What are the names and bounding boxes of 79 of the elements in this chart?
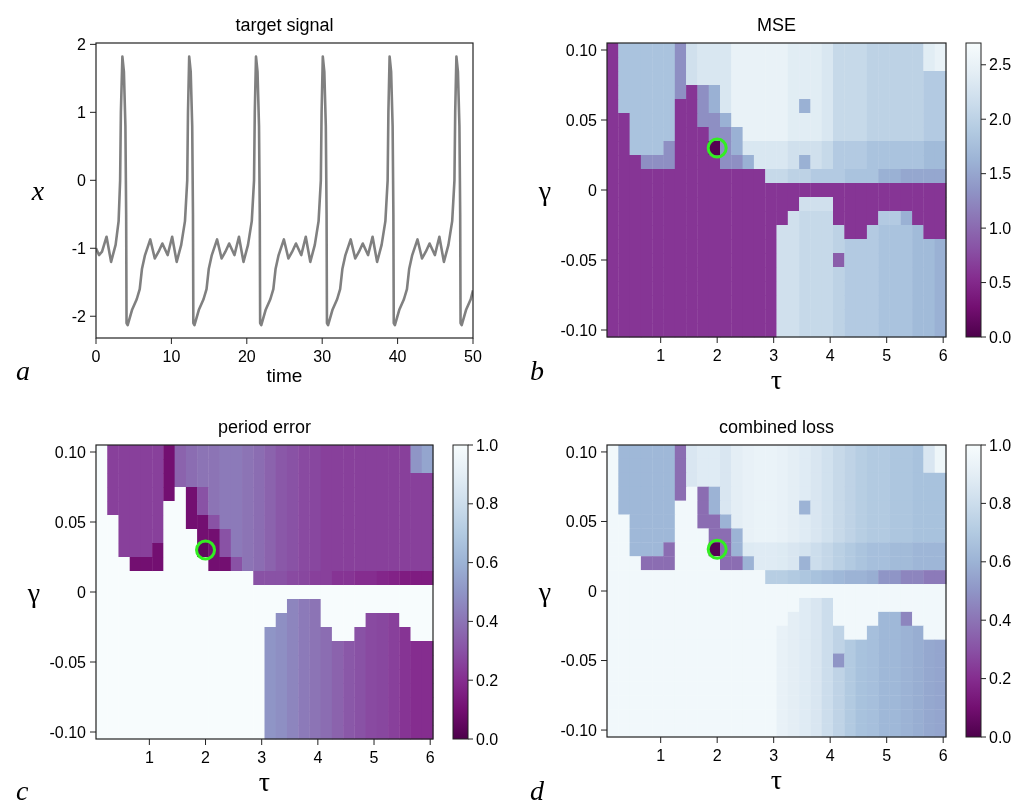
y-tick-label: -1 <box>71 239 87 257</box>
x-tick-label: 3 <box>769 347 779 364</box>
x-tick-label: 5 <box>369 749 379 766</box>
x-tick-label: 6 <box>938 347 948 364</box>
y-tick-label: 0 <box>77 171 87 189</box>
x-tick-label: 5 <box>882 347 892 364</box>
x-tick-label: 40 <box>388 348 407 365</box>
color-bar-label: 0.6 <box>989 553 1012 571</box>
y-tick-label: 0.05 <box>565 513 598 531</box>
x-tick-label: 5 <box>882 747 892 764</box>
y-tick-label: 0.10 <box>54 443 87 461</box>
x-tick-label: 4 <box>825 747 835 764</box>
x-axis-title: τ <box>770 764 783 795</box>
text: d <box>530 775 545 806</box>
y-tick-label: -0.10 <box>560 721 598 739</box>
x-tick-label: 2 <box>712 347 722 364</box>
x-tick-label: 4 <box>825 347 835 364</box>
x-tick-label: 6 <box>425 749 435 766</box>
x-tick-label: 2 <box>712 747 722 764</box>
x-tick-label: 4 <box>313 749 323 766</box>
chart-title: period error <box>217 417 312 437</box>
y-tick-label: 0.05 <box>54 513 87 531</box>
color-bar-label: 1.0 <box>989 219 1012 237</box>
color-bar-label: 0.2 <box>989 670 1012 688</box>
y-axis-title: x <box>30 175 45 207</box>
y-tick-label: -0.05 <box>560 251 598 269</box>
x-tick-label: 6 <box>938 747 948 764</box>
x-tick-label: 1 <box>656 747 666 764</box>
x-tick-label: 3 <box>769 747 779 764</box>
color-bar-label: 1.0 <box>989 436 1012 454</box>
y-tick-label: 1 <box>77 103 87 121</box>
y-axis-title: γ <box>537 174 552 206</box>
y-tick-label: -0.10 <box>49 723 87 741</box>
x-tick-label: 20 <box>237 348 256 365</box>
y-tick-label: 0.05 <box>565 111 598 129</box>
color-bar-label: 0.0 <box>989 728 1012 746</box>
x-axis-title: time <box>266 365 303 386</box>
color-bar-label: 0.4 <box>476 613 499 630</box>
chart-title: MSE <box>756 15 797 35</box>
x-tick-label: 2 <box>201 749 211 766</box>
color-bar-label: 0.0 <box>989 328 1012 346</box>
x-tick-label: 50 <box>464 348 482 365</box>
y-tick-label: 2 <box>77 35 87 53</box>
y-tick-label: 0 <box>588 181 598 199</box>
y-tick-label: -0.10 <box>560 321 598 339</box>
y-tick-label: 0 <box>77 583 87 601</box>
color-bar-label: 2.5 <box>989 56 1012 74</box>
y-tick-label: 0.10 <box>565 41 598 59</box>
color-bar-label: 1.0 <box>476 436 499 454</box>
chart-title: target signal <box>235 15 334 35</box>
color-bar-label: 0.4 <box>989 611 1012 629</box>
text: b <box>530 355 544 386</box>
chart-title: combined loss <box>718 417 835 437</box>
y-axis-title: γ <box>537 575 552 607</box>
color-bar-label: 0.5 <box>989 274 1012 292</box>
y-tick-label: -0.05 <box>49 653 87 671</box>
x-tick-label: 30 <box>313 348 332 365</box>
y-tick-label: 0 <box>588 582 598 600</box>
color-bar-label: 0.2 <box>476 671 499 689</box>
x-axis-title: τ <box>770 364 783 395</box>
y-tick-label: -2 <box>71 307 87 325</box>
line-series <box>96 55 473 327</box>
y-tick-label: 0.10 <box>565 443 598 461</box>
color-bar-label: 0.8 <box>989 495 1012 512</box>
x-tick-label: 1 <box>656 347 666 364</box>
y-tick-label: -0.05 <box>560 652 598 670</box>
color-bar-label: 0.6 <box>476 554 499 572</box>
text: a <box>16 355 30 386</box>
x-tick-label: 1 <box>144 749 154 766</box>
color-bar-label: 1.5 <box>989 165 1012 183</box>
x-tick-label: 0 <box>91 348 101 365</box>
text: c <box>16 775 29 806</box>
x-axis-title: τ <box>258 766 271 797</box>
y-axis-title: γ <box>26 576 41 608</box>
color-bar-label: 0.8 <box>476 495 499 513</box>
color-bar-label: 0.0 <box>476 730 499 748</box>
x-tick-label: 10 <box>162 348 181 365</box>
x-tick-label: 3 <box>257 749 267 766</box>
color-bar-label: 2.0 <box>989 110 1012 128</box>
